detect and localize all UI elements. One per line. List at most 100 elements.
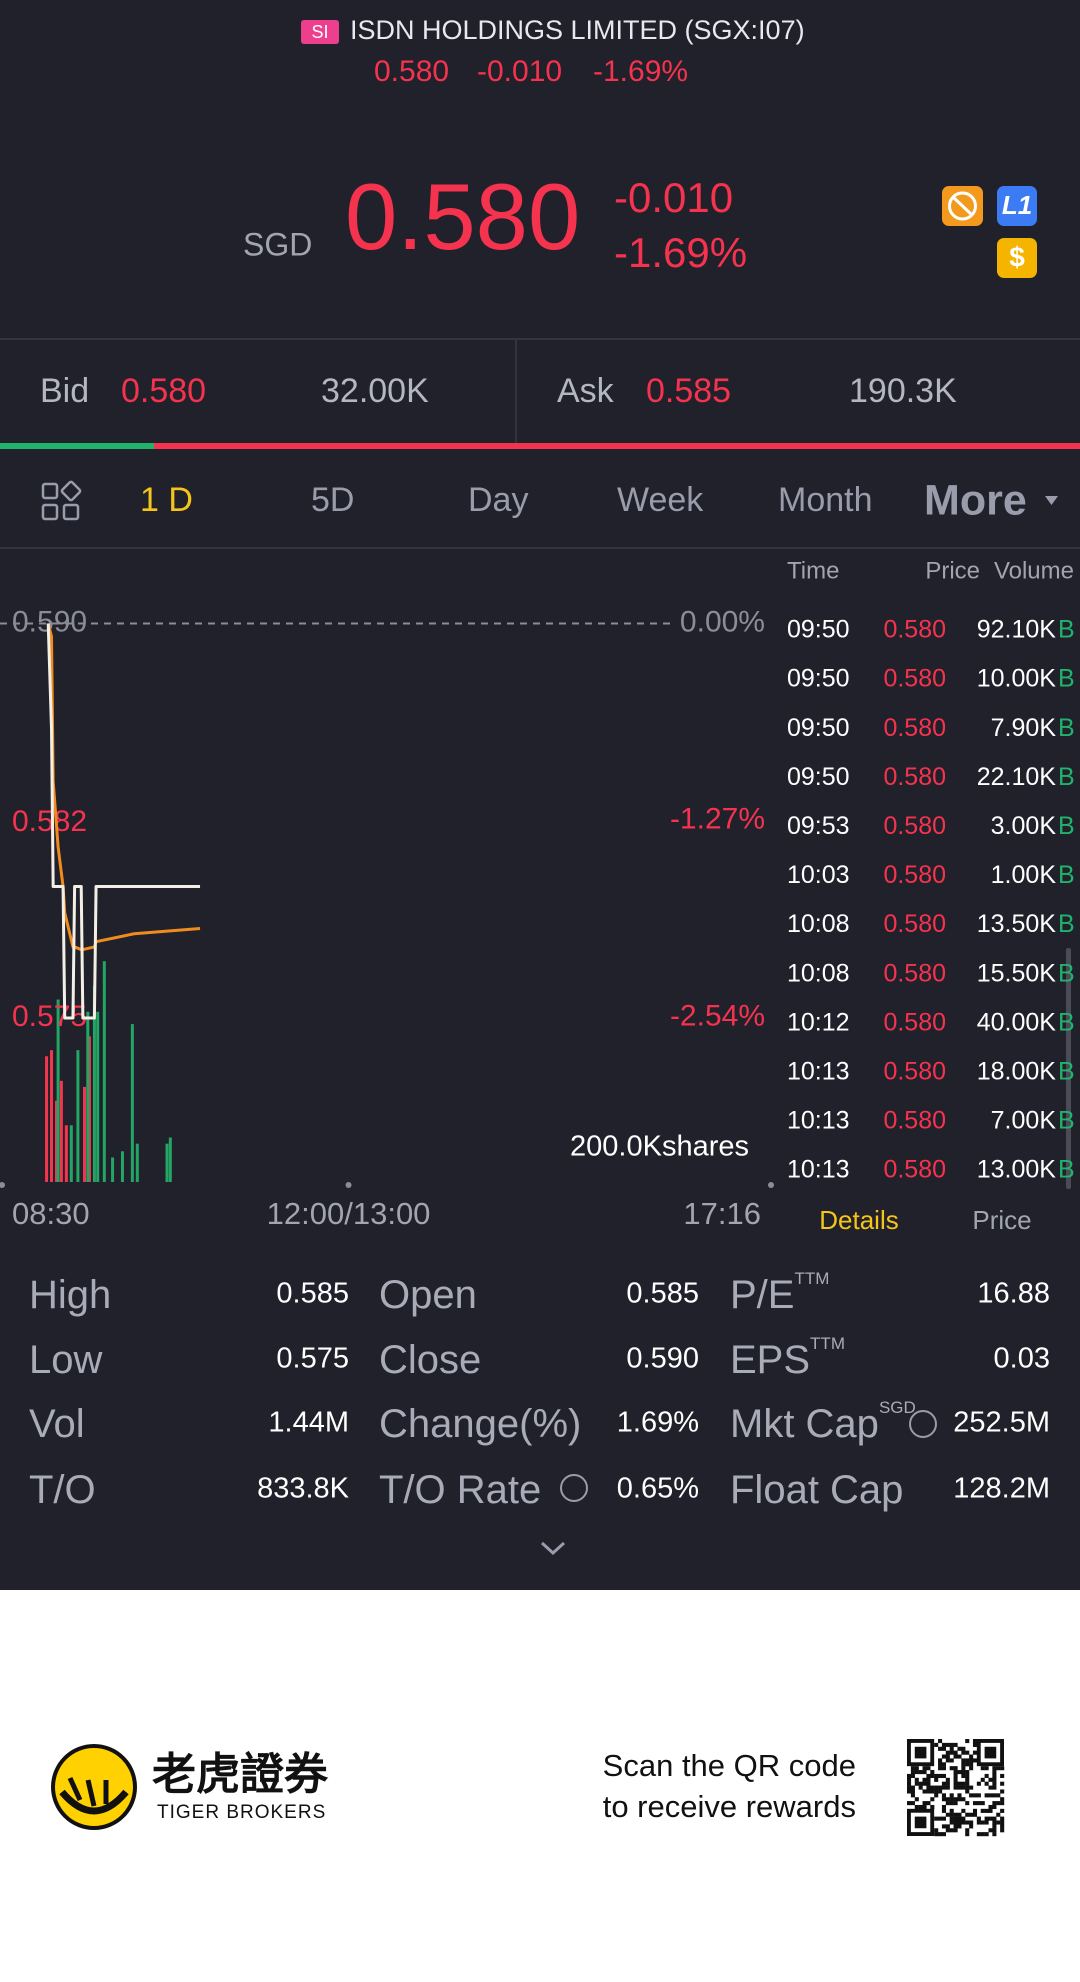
level-icon[interactable] xyxy=(997,186,1037,226)
qr-module xyxy=(992,1820,997,1825)
qr-module xyxy=(949,1816,954,1821)
stat-value: 0.575 xyxy=(276,1343,349,1375)
qr-module xyxy=(910,1789,915,1794)
trades-header: Time xyxy=(787,557,839,584)
more-caret xyxy=(1045,496,1058,505)
qr-module xyxy=(992,1793,997,1798)
trade-price: 0.580 xyxy=(883,763,946,791)
qr-module xyxy=(969,1754,974,1759)
qr-module xyxy=(949,1742,954,1747)
bid-label: Bid xyxy=(40,372,89,410)
trade-volume: 7.00K xyxy=(991,1107,1057,1135)
volume-scale-label: 200.0Kshares xyxy=(570,1131,749,1163)
qr-module xyxy=(938,1739,943,1744)
qr-module xyxy=(907,1777,912,1782)
qr-module xyxy=(953,1750,958,1755)
qr-module xyxy=(961,1785,966,1790)
qr-module xyxy=(934,1742,939,1747)
qr-module xyxy=(980,1766,985,1771)
logo xyxy=(51,1744,137,1830)
tab[interactable]: Month xyxy=(778,481,873,519)
qr-module xyxy=(984,1820,989,1825)
qr-module xyxy=(953,1781,958,1786)
qr-module xyxy=(972,1758,978,1763)
trades-tab[interactable]: Price xyxy=(972,1205,1031,1235)
qr-module xyxy=(992,1804,997,1810)
trade-volume: 40.00K xyxy=(977,1008,1057,1036)
tab[interactable]: 1 D xyxy=(140,481,193,519)
qr-module xyxy=(965,1739,970,1744)
qr-module xyxy=(980,1777,985,1782)
y-tick-label: 0.575 xyxy=(12,1000,87,1033)
tab[interactable]: Week xyxy=(617,481,704,519)
tab[interactable]: Day xyxy=(468,481,528,519)
qr-code xyxy=(907,1738,1005,1837)
tab[interactable]: 5D xyxy=(311,481,354,519)
qr-module xyxy=(930,1804,935,1810)
stat-label-sup: TTM xyxy=(794,1269,829,1288)
trade-volume: 7.90K xyxy=(991,714,1057,742)
qr-module xyxy=(938,1762,943,1767)
volume-bar xyxy=(56,999,60,1182)
qr-module xyxy=(992,1781,997,1786)
qr-module xyxy=(949,1793,954,1798)
trade-time: 09:50 xyxy=(787,763,850,791)
qr-module xyxy=(907,1773,912,1778)
trade-side: B xyxy=(1058,714,1075,742)
qr-module xyxy=(934,1793,939,1798)
qr-module xyxy=(976,1801,981,1806)
qr-module xyxy=(953,1820,958,1825)
trade-price: 0.580 xyxy=(883,616,946,644)
layout-icon[interactable] xyxy=(41,480,82,521)
ask-size: 190.3K xyxy=(849,372,957,410)
qr-module xyxy=(980,1820,985,1825)
qr-module xyxy=(992,1770,997,1775)
info-icon[interactable] xyxy=(560,1474,588,1502)
trade-price: 0.580 xyxy=(883,910,946,938)
qr-module xyxy=(976,1820,981,1825)
qr-module xyxy=(965,1758,970,1763)
stat-value: 252.5M xyxy=(953,1407,1050,1439)
qr-module xyxy=(976,1832,981,1837)
trade-volume: 92.10K xyxy=(977,616,1057,644)
footer-panel xyxy=(0,1590,1080,1982)
qr-module xyxy=(984,1773,989,1778)
qr-module xyxy=(914,1777,919,1782)
qr-module xyxy=(957,1812,962,1817)
tab-more[interactable]: More xyxy=(924,476,1027,524)
stat-label: Open xyxy=(379,1273,477,1317)
qr-module xyxy=(922,1804,927,1810)
info-icon[interactable] xyxy=(909,1410,937,1438)
trade-time: 10:13 xyxy=(787,1058,850,1086)
qr-module xyxy=(957,1770,962,1775)
qr-module xyxy=(934,1773,939,1778)
header-price: 0.580 xyxy=(374,55,449,88)
volume-bar xyxy=(111,1157,115,1182)
qr-module xyxy=(984,1793,989,1798)
qr-module xyxy=(922,1777,927,1782)
qr-module xyxy=(965,1832,970,1837)
stat-value: 1.44M xyxy=(268,1407,349,1439)
volume-bar xyxy=(69,1125,73,1182)
qr-module xyxy=(910,1793,915,1798)
qr-finder xyxy=(907,1808,935,1837)
qr-module xyxy=(996,1812,1001,1817)
trade-side: B xyxy=(1058,616,1075,644)
market-badge xyxy=(301,20,339,44)
qr-module xyxy=(941,1793,946,1798)
qr-module xyxy=(934,1832,939,1837)
y2-tick-label: -2.54% xyxy=(670,1000,765,1033)
qr-module xyxy=(988,1793,993,1798)
qr-module xyxy=(930,1785,935,1790)
qr-module xyxy=(961,1758,966,1763)
trades-tab[interactable]: Details xyxy=(819,1205,898,1235)
currency-icon[interactable] xyxy=(997,238,1037,278)
qr-module xyxy=(922,1770,927,1775)
expand-chevron[interactable] xyxy=(540,1541,566,1556)
qr-module xyxy=(934,1785,939,1790)
qr-module xyxy=(961,1750,966,1755)
qr-module xyxy=(953,1801,958,1806)
trade-volume: 3.00K xyxy=(991,812,1057,840)
qr-module xyxy=(941,1773,946,1778)
